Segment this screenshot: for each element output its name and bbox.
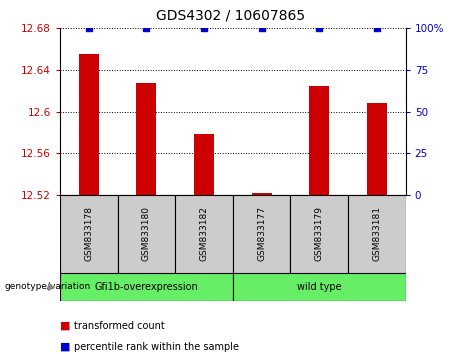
Bar: [252, 193, 272, 195]
Text: Gfi1b-overexpression: Gfi1b-overexpression: [95, 282, 198, 292]
Bar: [175, 195, 233, 273]
Bar: [348, 195, 406, 273]
Bar: [309, 86, 329, 195]
Bar: [118, 195, 175, 273]
Text: GSM833182: GSM833182: [200, 206, 208, 261]
Bar: [60, 195, 118, 273]
Bar: [233, 273, 406, 301]
Text: GSM833179: GSM833179: [315, 206, 324, 261]
Text: transformed count: transformed count: [74, 321, 165, 331]
Text: wild type: wild type: [297, 282, 342, 292]
Text: ▶: ▶: [48, 282, 55, 292]
Bar: [60, 273, 233, 301]
Text: GSM833180: GSM833180: [142, 206, 151, 261]
Text: GSM833178: GSM833178: [84, 206, 93, 261]
Text: ■: ■: [60, 342, 71, 352]
Bar: [136, 84, 156, 195]
Text: percentile rank within the sample: percentile rank within the sample: [74, 342, 239, 352]
Bar: [367, 103, 387, 195]
Bar: [79, 54, 99, 195]
Text: genotype/variation: genotype/variation: [5, 282, 91, 291]
Bar: [194, 135, 214, 195]
Text: GSM833177: GSM833177: [257, 206, 266, 261]
Text: GSM833181: GSM833181: [372, 206, 381, 261]
Text: ■: ■: [60, 321, 71, 331]
Bar: [290, 195, 348, 273]
Text: GDS4302 / 10607865: GDS4302 / 10607865: [156, 9, 305, 23]
Bar: [233, 195, 290, 273]
